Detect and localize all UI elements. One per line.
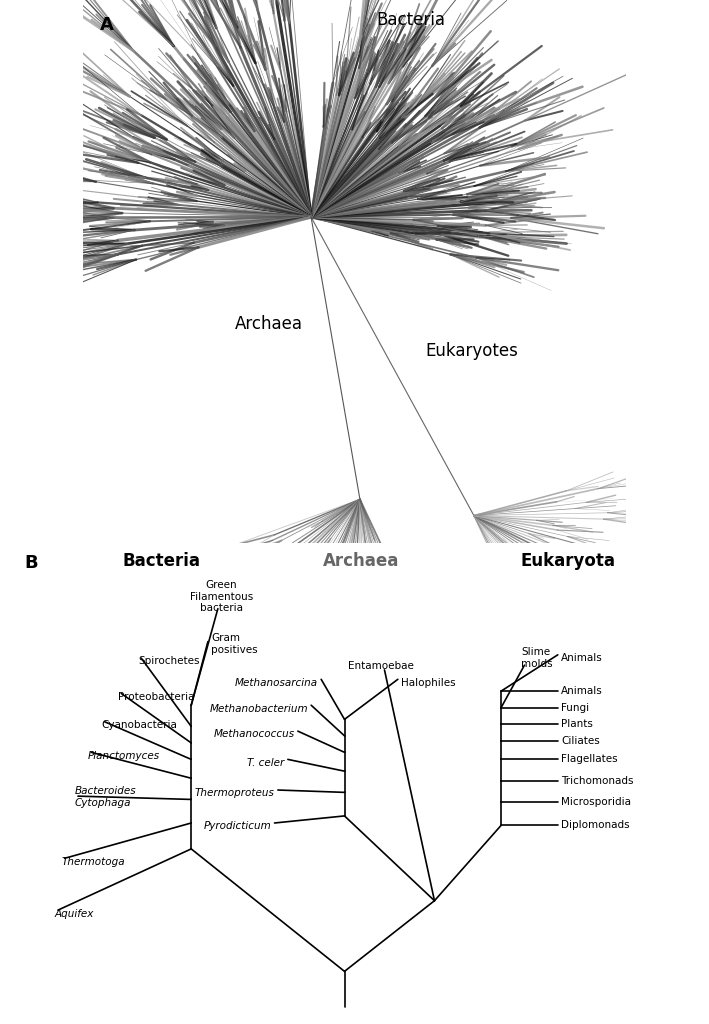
- Text: Methanosarcina: Methanosarcina: [235, 678, 318, 688]
- Text: Slime
molds: Slime molds: [521, 647, 553, 669]
- Text: Fungi: Fungi: [561, 702, 589, 713]
- Text: Animals: Animals: [561, 653, 603, 664]
- Text: Bacteria: Bacteria: [122, 552, 200, 570]
- Text: Green
Filamentous
bacteria: Green Filamentous bacteria: [189, 581, 253, 613]
- Text: Eukaryota: Eukaryota: [520, 552, 615, 570]
- Text: Animals: Animals: [561, 686, 603, 696]
- Text: Diplomonads: Diplomonads: [561, 820, 630, 830]
- Text: Entamoebae: Entamoebae: [348, 662, 414, 671]
- Text: T. celer: T. celer: [247, 758, 284, 768]
- Text: Flagellates: Flagellates: [561, 755, 618, 764]
- Text: Plants: Plants: [561, 719, 593, 729]
- Text: Methanobacterium: Methanobacterium: [209, 703, 308, 714]
- Text: Trichomonads: Trichomonads: [561, 775, 634, 785]
- Text: Thermotoga: Thermotoga: [61, 857, 125, 867]
- Text: Spirochetes: Spirochetes: [138, 656, 199, 667]
- Text: Methanococcus: Methanococcus: [213, 729, 294, 739]
- Text: Gram
positives: Gram positives: [211, 633, 258, 654]
- Text: Aquifex: Aquifex: [55, 909, 94, 919]
- Text: Cyanobacteria: Cyanobacteria: [101, 720, 177, 730]
- Text: Archaea: Archaea: [323, 552, 399, 570]
- Text: Microsporidia: Microsporidia: [561, 797, 631, 807]
- Text: Archaea: Archaea: [235, 314, 303, 333]
- Text: Cytophaga: Cytophaga: [74, 798, 131, 808]
- Text: Eukaryotes: Eukaryotes: [425, 342, 518, 359]
- Text: Planctomyces: Planctomyces: [88, 751, 160, 761]
- Text: Thermoproteus: Thermoproteus: [195, 788, 274, 799]
- Text: Pyrodicticum: Pyrodicticum: [203, 821, 271, 831]
- Text: Halophiles: Halophiles: [401, 678, 456, 688]
- Text: Ciliates: Ciliates: [561, 735, 600, 745]
- Text: Bacteroides: Bacteroides: [74, 786, 136, 797]
- Text: B: B: [25, 554, 38, 572]
- Text: Proteobacteria: Proteobacteria: [118, 692, 194, 701]
- Text: Bacteria: Bacteria: [376, 11, 445, 29]
- Text: A: A: [99, 16, 113, 34]
